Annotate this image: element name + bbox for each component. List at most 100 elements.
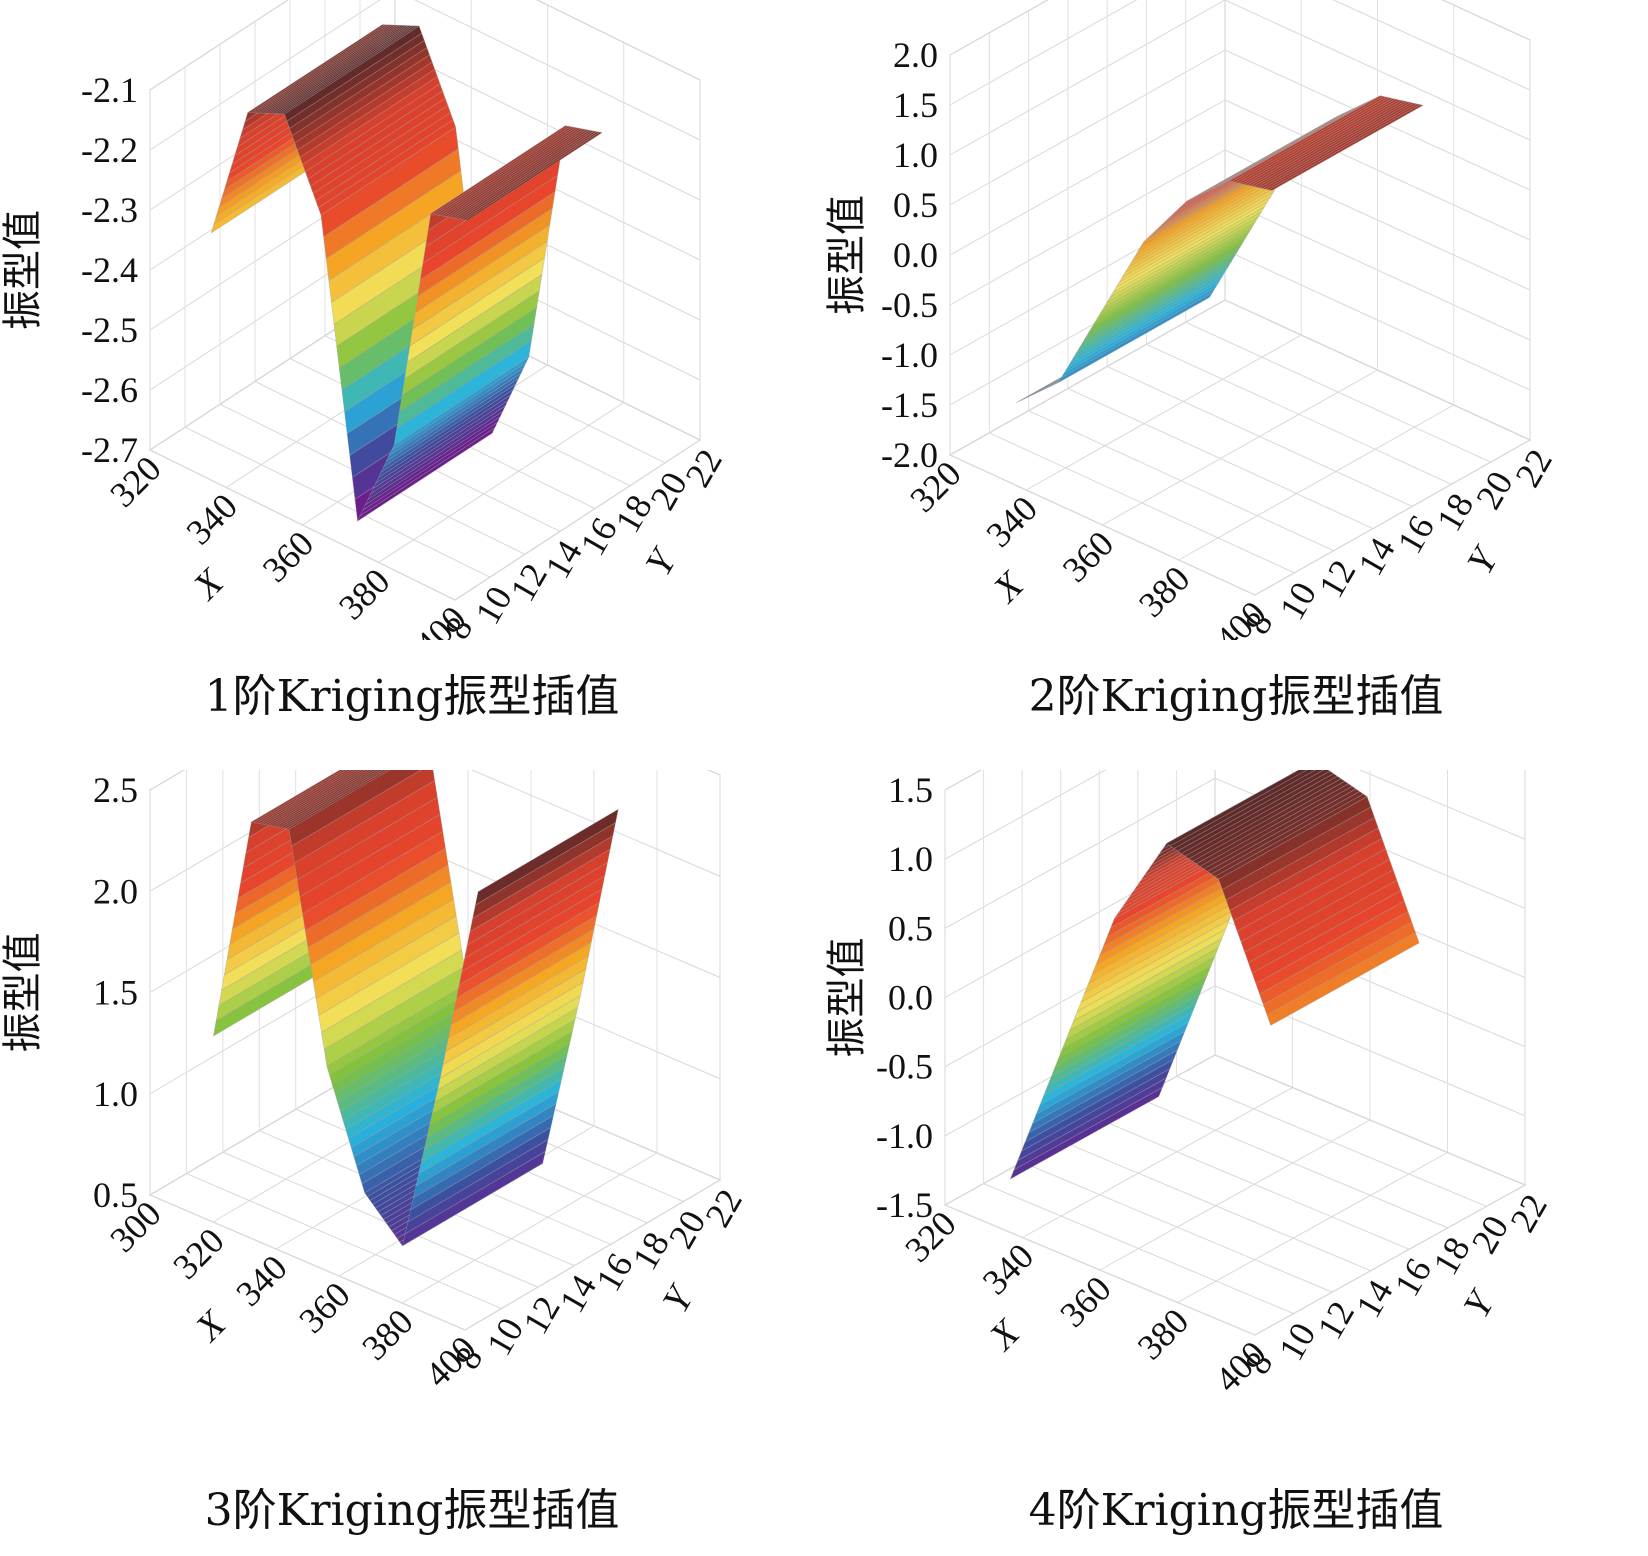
grid-line-y (1067, 388, 1374, 530)
grid-line-y (1176, 1075, 1487, 1207)
panel-mode-3: 0.5 1.0 1.5 2.0 2.5 300 320 340 360 380 400 8 10 12 14… (0, 770, 824, 1548)
surface-patch (1169, 770, 1316, 849)
z-tick-label: 1.5 (893, 85, 938, 125)
grid-line-z (470, 770, 721, 877)
surface (1015, 95, 1424, 404)
z-tick-label: 2.5 (93, 770, 138, 810)
x-tick-label: 360 (1052, 1268, 1118, 1334)
grid-line-x (1177, 1152, 1448, 1303)
z-tick-label: 0.5 (888, 908, 933, 948)
surface-patch (1243, 98, 1400, 186)
grid-line-x (454, 439, 701, 601)
z-tick-label: 2.0 (93, 871, 138, 911)
surface-patch (255, 770, 352, 824)
z-tick-label: 0.0 (893, 235, 938, 275)
grid-line-x (1099, 1119, 1371, 1271)
grid-line-z (949, 0, 1049, 56)
y-axis-label: Y (1459, 538, 1508, 581)
grid-line-y (944, 1204, 1256, 1336)
surface-patch (1165, 770, 1308, 847)
panel-mode-1: -2.7 -2.6 -2.5 -2.4 -2.3 -2.2 -2.1 320 340 360 380… (0, 0, 824, 778)
grid-line-z (944, 770, 983, 791)
z-tick-label: 0.0 (888, 978, 933, 1018)
x-tick-label: 360 (255, 523, 321, 589)
grid-line-z (944, 770, 1107, 860)
grid-line-y (149, 1194, 466, 1331)
z-tick-label: 1.0 (888, 839, 933, 879)
z-axis-label: 振型值 (0, 933, 46, 1053)
z-tick-label: 1.0 (893, 135, 938, 175)
surface-patch (1266, 932, 1420, 1026)
x-axis-label: X (984, 563, 1033, 612)
surface-patch (285, 770, 391, 830)
caption-mode-2: 2阶Kriging振型插值 (1028, 671, 1444, 722)
grid-line-x (1254, 1184, 1526, 1336)
y-axis-label: Y (655, 1277, 704, 1320)
grid-line-z (949, 99, 1226, 256)
z-tick-label: -1.5 (876, 1185, 933, 1225)
surface-patch (1173, 770, 1325, 852)
z-tick-label: -1.5 (881, 385, 938, 425)
grid-line-z (949, 0, 1226, 156)
z-tick-label: -2.5 (81, 310, 138, 350)
x-tick-label: 340 (179, 486, 245, 552)
surface-patch (280, 770, 384, 829)
x-tick-label: 340 (228, 1247, 294, 1313)
surface-patch (258, 770, 355, 825)
panel-mode-2: -2.0 -1.5 -1.0 -0.5 0.0 0.5 1.0 1.5 2.0 320 340 360… (824, 0, 1648, 778)
x-tick-label: 380 (331, 561, 397, 627)
panel-mode-4: -1.5 -1.0 -0.5 0.0 0.5 1.0 1.5 320 340 360 380 400 8… (824, 770, 1648, 1548)
x-tick-label: 360 (291, 1274, 357, 1340)
z-tick-label: -1.0 (881, 335, 938, 375)
z-tick-label: -2.7 (81, 430, 138, 470)
x-axis-label: X (980, 1311, 1029, 1360)
surface-patch (1240, 98, 1397, 185)
x-tick-label: 360 (1055, 523, 1121, 589)
grid-line-x (949, 299, 1226, 456)
surface-patch (274, 770, 376, 828)
z-tick-label: -2.0 (881, 435, 938, 475)
grid (948, 0, 1532, 596)
y-axis-label: Y (1456, 1282, 1505, 1325)
surface-patch (272, 770, 373, 827)
z-tick-label: 1.5 (93, 973, 138, 1013)
x-tick-label: 340 (979, 488, 1045, 554)
surface-patch (288, 770, 422, 847)
surface-patch (263, 770, 362, 826)
surface-patch (269, 770, 369, 827)
z-axis-label: 振型值 (824, 938, 870, 1058)
surface-patch (474, 808, 619, 906)
surface-patch (261, 770, 359, 825)
z-tick-label: -2.6 (81, 370, 138, 410)
z-tick-label: -0.5 (881, 285, 938, 325)
z-tick-label: -2.4 (81, 250, 138, 290)
surface (213, 770, 619, 1247)
grid-line-z (949, 49, 1226, 206)
grid-line-z (1441, 0, 1531, 41)
x-tick-label: 380 (1131, 558, 1197, 624)
z-axis-label: 振型值 (824, 195, 870, 315)
grid-line-z (149, 0, 289, 91)
surface-patch (277, 770, 380, 828)
x-tick-label: 340 (975, 1236, 1041, 1302)
grid-line-y (1224, 299, 1531, 441)
grid-line-z (707, 770, 721, 776)
grid-line-y (989, 432, 1295, 574)
surface-patch (266, 770, 366, 826)
grid-line-x (1022, 1087, 1293, 1238)
surface-patch (1237, 97, 1394, 185)
grid-line-y (1137, 1097, 1449, 1229)
grid-line-x (378, 402, 625, 563)
z-tick-label: 0.5 (93, 1175, 138, 1215)
x-axis-label: X (186, 1302, 235, 1351)
y-axis-label: Y (638, 540, 687, 583)
chart-mode-3: 0.51.01.52.02.53003203403603804008101214… (0, 770, 750, 1395)
z-tick-label: -2.3 (81, 190, 138, 230)
grid-line-y (949, 454, 1256, 596)
grid-line-x (1178, 404, 1454, 561)
x-tick-label: 380 (354, 1301, 420, 1367)
grid-line-y (1146, 343, 1452, 485)
x-axis-label: X (184, 560, 233, 609)
surface (210, 23, 603, 522)
caption-mode-4: 4阶Kriging振型插值 (1028, 1485, 1444, 1536)
